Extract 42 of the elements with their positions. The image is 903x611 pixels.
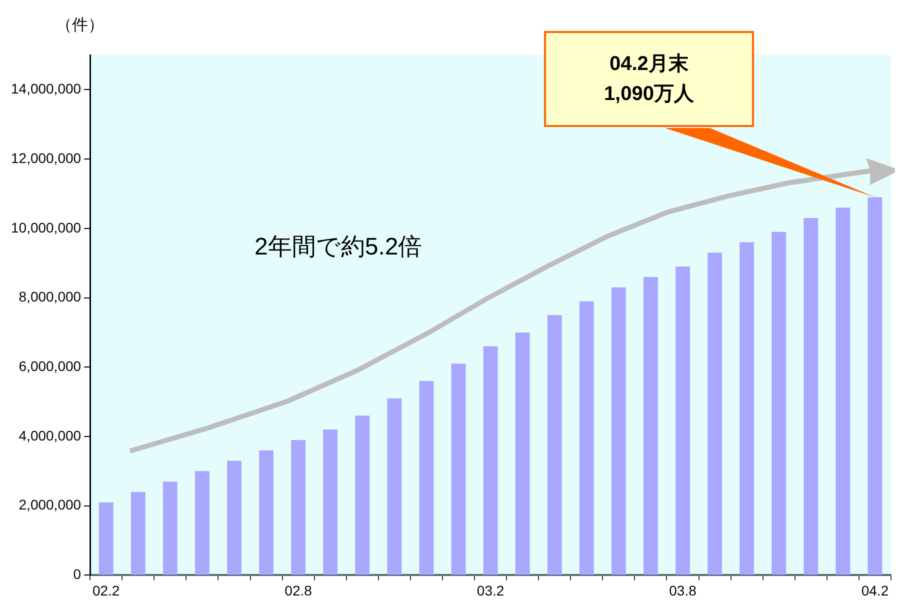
bar: [836, 208, 850, 575]
bar: [451, 364, 466, 575]
y-tick-label: 0: [73, 566, 82, 582]
bar: [355, 416, 370, 575]
bar: [676, 266, 690, 575]
x-tick-label: 02.8: [284, 582, 312, 598]
y-tick-label: 12,000,000: [10, 150, 82, 166]
bar: [515, 332, 530, 575]
annotation: 2年間で約5.2倍: [254, 234, 422, 261]
bar: [162, 482, 178, 575]
bar: [259, 450, 274, 575]
x-tick-label: 03.8: [669, 582, 697, 598]
bar: [291, 440, 306, 575]
callout: 04.2月末 1,090万人: [544, 31, 877, 200]
bar: [547, 315, 562, 575]
bar: [194, 471, 210, 575]
bar: [804, 218, 818, 575]
bar: [579, 301, 594, 575]
bar: [772, 232, 786, 575]
bar: [323, 430, 338, 575]
bar: [644, 276, 658, 575]
y-axis-title: （件）: [56, 17, 104, 34]
bar: [708, 252, 722, 575]
y-tick-label: 6,000,000: [18, 358, 82, 374]
y-tick-label: 14,000,000: [10, 80, 82, 97]
bar: [868, 197, 882, 575]
bar: [98, 502, 114, 575]
bar: [740, 242, 754, 575]
bar: [227, 460, 242, 575]
bar: [419, 380, 434, 575]
bar: [387, 398, 402, 575]
annotation: 04.2月末 1,090万人: [604, 52, 694, 107]
bar: [483, 346, 498, 575]
bar: [611, 287, 626, 575]
y-tick-label: 10,000,000: [10, 219, 82, 236]
x-tick-label: 04.2: [861, 582, 889, 598]
bar: [130, 492, 146, 575]
y-tick-label: 8,000,000: [18, 288, 82, 305]
y-tick-label: 4,000,000: [18, 427, 82, 444]
x-tick-label: 02.2: [92, 582, 120, 598]
y-tick-label: 2,000,000: [18, 496, 82, 513]
x-tick-label: 03.2: [476, 582, 504, 598]
